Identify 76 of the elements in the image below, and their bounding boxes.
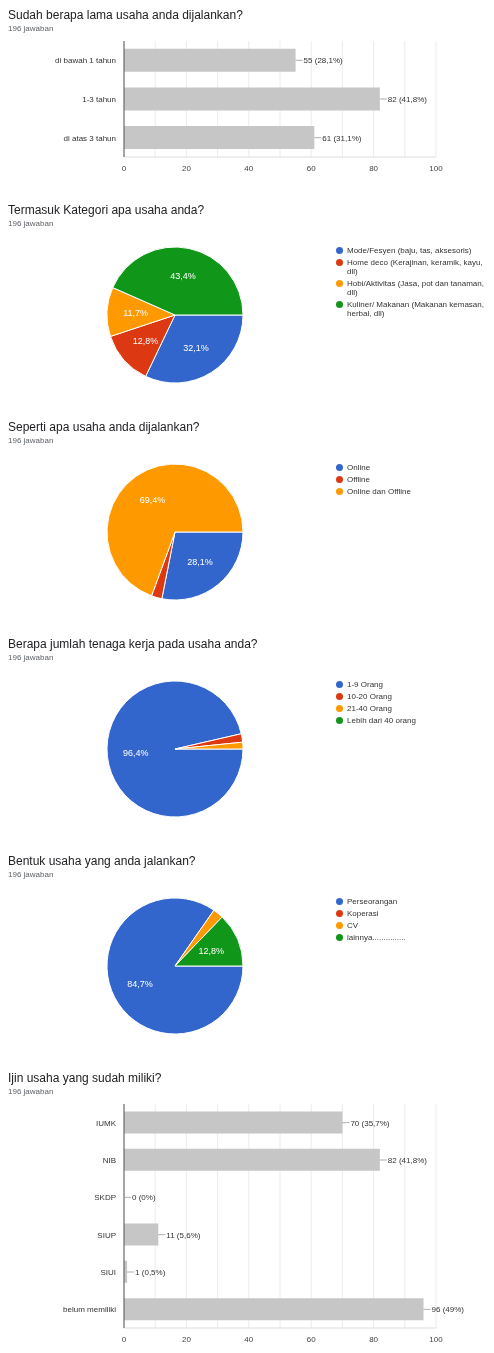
data-label: 82 (41,8%) — [387, 95, 428, 104]
x-tick-label: 80 — [369, 163, 379, 173]
x-tick-label: 20 — [181, 163, 192, 173]
x-tick-label: 60 — [306, 163, 317, 173]
x-tick-label: 100 — [429, 163, 444, 173]
chart-title: Ijin usaha yang sudah miliki? — [8, 1071, 163, 1085]
y-tick-label: NIB — [102, 1155, 116, 1165]
data-label: 32,1% — [183, 343, 209, 354]
chart-title: Termasuk Kategori apa usaha anda? — [8, 203, 206, 217]
text: 196 jawaban — [8, 870, 55, 879]
pie-slice — [106, 897, 244, 1035]
x-tick-label: 40 — [244, 1334, 254, 1344]
bar — [124, 126, 315, 150]
bar — [124, 87, 380, 111]
data-label: 70 (35,7%) — [350, 1118, 390, 1128]
legend-label: CV — [347, 921, 359, 930]
data-label: 12,8% — [132, 336, 159, 347]
data-label: 0 (0%) — [132, 1193, 156, 1203]
bar — [124, 1111, 343, 1134]
legend-label: Lebih dari 40 orang — [347, 716, 416, 725]
data-label: 1 (0,5%) — [135, 1268, 166, 1277]
data-label: 28,1% — [187, 557, 213, 568]
x-tick-label: 20 — [181, 1334, 192, 1344]
legend-label: 21-40 Orang — [347, 704, 392, 713]
legend-label: Offline — [347, 475, 370, 484]
data-label: 11,7% — [123, 308, 149, 319]
text: 196 jawaban — [8, 1087, 55, 1096]
text: 196 jawaban — [8, 653, 55, 662]
y-tick-label: di bawah 1 tahun — [55, 56, 116, 66]
legend-label: Online dan Offline — [347, 487, 411, 496]
data-label: 12,8% — [198, 945, 225, 956]
x-tick-label: 60 — [306, 1334, 317, 1344]
chart-title: Sudah berapa lama usaha anda dijalankan? — [8, 8, 244, 22]
x-tick-label: 80 — [369, 1334, 379, 1344]
data-label: 96 (49%) — [431, 1305, 465, 1315]
legend-label: lainnya............... — [347, 933, 406, 942]
y-tick-label: SKDP — [94, 1193, 116, 1203]
legend-label: Hobi/Aktivitas (Jasa, pot dan tanaman, dll) — [347, 279, 485, 297]
data-label: 84,7% — [127, 979, 153, 990]
legend-label: Mode/Fesyen (baju, tas, aksesoris) — [347, 246, 472, 255]
chart-title: Berapa jumlah tenaga kerja pada usaha anda? — [8, 637, 259, 651]
text: 196 jawaban — [8, 219, 55, 228]
data-label: 11 (5,6%) — [166, 1230, 201, 1240]
bar — [124, 48, 296, 72]
legend-label: Koperasi — [347, 909, 379, 918]
legend-label: Home deco (Kerajinan, keramik, kayu, dll) — [347, 258, 484, 276]
pie-slice — [106, 680, 244, 818]
legend-label: Perseorangan — [347, 897, 398, 906]
data-label: 55 (28,1%) — [303, 56, 344, 66]
y-tick-label: belum memiliki — [63, 1305, 117, 1315]
data-label: 69,4% — [139, 494, 166, 505]
chart-title: Bentuk usaha yang anda jalankan? — [8, 854, 197, 868]
x-tick-label: 0 — [121, 163, 127, 173]
chart-title: Seperti apa usaha anda dijalankan? — [8, 420, 201, 434]
pie-slice — [106, 463, 244, 597]
y-tick-label: IUMK — [96, 1118, 117, 1128]
data-label: 61 (31,1%) — [322, 133, 362, 143]
text: 196 jawaban — [8, 24, 55, 33]
y-tick-label: di atas 3 tahun — [63, 133, 116, 143]
bar — [124, 1148, 380, 1171]
legend-label: Kuliner/ Makanan (Makanan kemasan, herbal, dll) — [347, 300, 485, 318]
bar — [124, 1223, 159, 1246]
x-tick-label: 100 — [429, 1334, 444, 1344]
legend-label: 1-9 Orang — [347, 680, 384, 689]
data-label: 43,4% — [170, 271, 196, 282]
x-tick-label: 40 — [244, 163, 254, 173]
data-label: 82 (41,8%) — [387, 1156, 428, 1165]
legend-label: 10-20 Orang — [347, 692, 392, 701]
y-tick-label: 1-3 tahun — [82, 94, 116, 104]
text: 196 jawaban — [8, 436, 55, 445]
bar — [124, 1298, 424, 1321]
legend-label: Online — [347, 463, 371, 472]
y-tick-label: SIUP — [97, 1230, 116, 1240]
y-tick-label: SIUI — [100, 1267, 116, 1277]
x-tick-label: 0 — [121, 1334, 127, 1344]
data-label: 96,4% — [123, 748, 149, 759]
